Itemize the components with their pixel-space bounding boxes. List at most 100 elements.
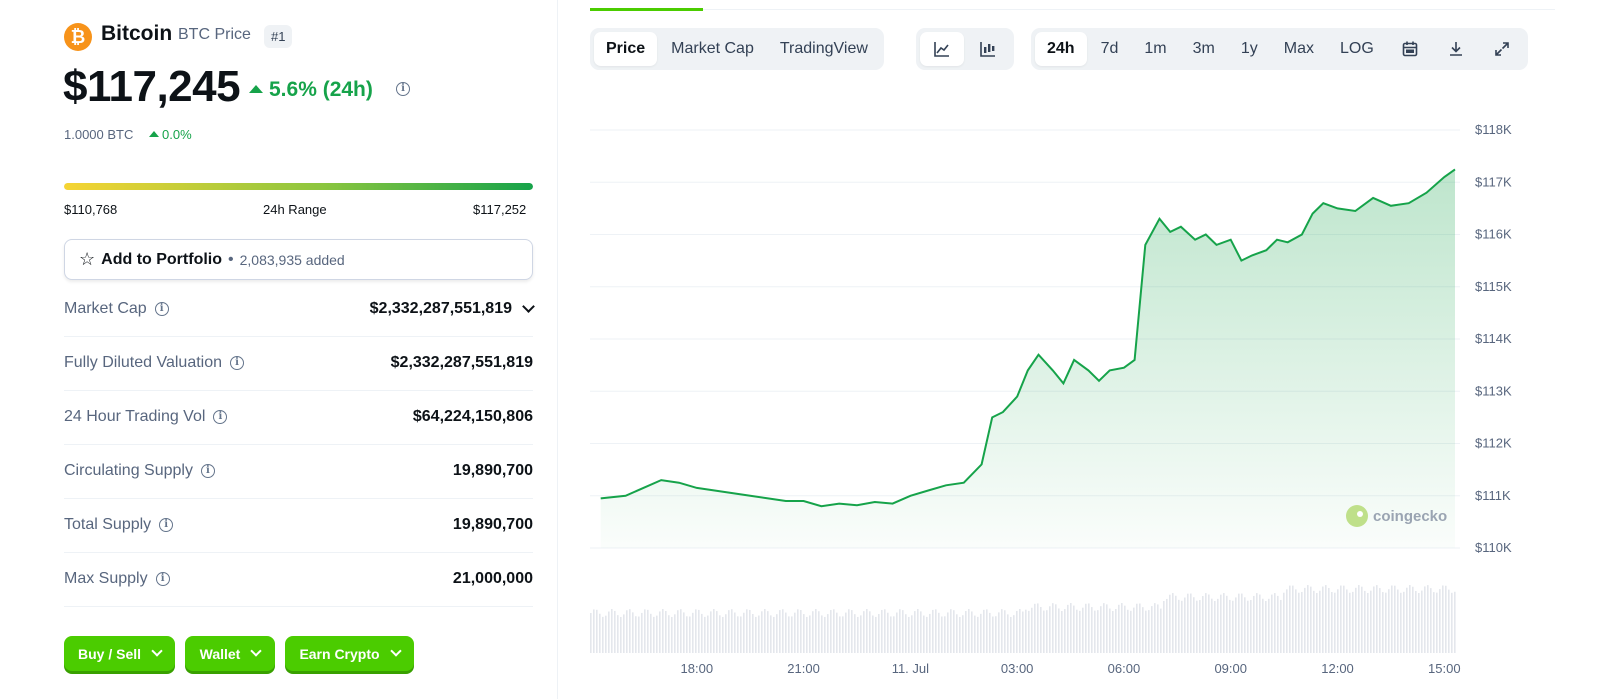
volume-bar: [1271, 594, 1273, 653]
chevron-down-icon[interactable]: [522, 299, 535, 313]
btc-up-arrow-icon: [149, 131, 159, 137]
earn-crypto-button[interactable]: Earn Crypto: [285, 636, 414, 671]
volume-bar: [962, 615, 964, 653]
volume-bar: [1211, 598, 1213, 653]
tab-tradingview[interactable]: TradingView: [779, 40, 868, 57]
x-tick-label: 06:00: [1108, 661, 1141, 676]
volume-bar: [1439, 589, 1441, 653]
volume-bar: [1241, 593, 1243, 653]
portfolio-count: 2,083,935 added: [239, 251, 345, 268]
volume-bar: [767, 611, 769, 653]
volume-bar: [1025, 609, 1027, 653]
info-icon[interactable]: i: [213, 410, 228, 424]
line-chart-icon: [934, 42, 949, 57]
volume-bar: [821, 615, 823, 653]
volume-bar: [1283, 592, 1285, 653]
volume-bar: [1445, 585, 1447, 653]
btc-amount: 1.0000 BTC: [64, 127, 134, 142]
candlestick-button[interactable]: [966, 32, 1010, 66]
tab-price[interactable]: Price: [594, 32, 658, 66]
volume-bar: [920, 611, 922, 653]
volume-bar: [1358, 585, 1360, 653]
info-icon[interactable]: i: [200, 464, 215, 478]
volume-bar: [764, 609, 766, 653]
volume-bar: [1067, 604, 1069, 653]
range-max-button[interactable]: Max: [1283, 40, 1314, 57]
info-icon[interactable]: i: [155, 572, 170, 586]
info-icon[interactable]: i: [159, 518, 174, 532]
info-icon[interactable]: i: [230, 356, 245, 370]
stat-label: Total Supply i: [64, 516, 174, 534]
volume-bar: [698, 609, 700, 653]
volume-bar: [884, 609, 886, 653]
volume-bar: [785, 612, 787, 653]
volume-bar: [734, 612, 736, 653]
buy-sell-button[interactable]: Buy / Sell: [64, 636, 175, 671]
price-chart[interactable]: $118K $117K $116K $115K $114K $113K $112K $111K…: [590, 100, 1550, 690]
volume-bar: [818, 611, 820, 653]
y-tick-label: $115K: [1475, 279, 1512, 294]
volume-bar: [1334, 592, 1336, 653]
volume-bar: [848, 609, 850, 653]
info-icon[interactable]: i: [154, 302, 169, 316]
volume-bar: [944, 616, 946, 653]
volume-bar: [941, 616, 943, 653]
volume-bar: [770, 615, 772, 653]
wallet-button[interactable]: Wallet: [185, 636, 275, 671]
fullscreen-button[interactable]: [1480, 32, 1524, 66]
y-tick-label: $117K: [1475, 174, 1512, 189]
range-24h-button[interactable]: 24h: [1035, 32, 1087, 66]
volume-bar: [860, 615, 862, 653]
volume-bar: [638, 616, 640, 653]
volume-bar: [1220, 594, 1222, 653]
volume-bar: [614, 610, 616, 653]
volume-bar: [1448, 589, 1450, 653]
x-tick-label: 09:00: [1214, 661, 1247, 676]
volume-bar: [815, 609, 817, 653]
volume-bar: [1310, 586, 1312, 653]
watermark-text: coingecko: [1373, 508, 1447, 525]
range-1y-button[interactable]: 1y: [1240, 40, 1258, 57]
tab-divider: [590, 9, 1555, 10]
stat-value: 19,890,700: [452, 516, 533, 533]
range-1m-button[interactable]: 1m: [1144, 40, 1167, 57]
volume-bar: [1214, 600, 1216, 653]
volume-bar: [992, 616, 994, 653]
x-tick-label: 15:00: [1428, 661, 1461, 676]
volume-bar: [908, 616, 910, 653]
volume-bar: [1367, 592, 1369, 653]
volume-bar: [872, 615, 874, 653]
log-scale-button[interactable]: LOG: [1339, 40, 1374, 57]
range-7d-button[interactable]: 7d: [1100, 40, 1119, 57]
volume-bar: [1037, 603, 1039, 653]
stat-label: Market Cap i: [64, 300, 169, 318]
calendar-button[interactable]: [1388, 32, 1432, 66]
range-3m-button[interactable]: 3m: [1192, 40, 1215, 57]
volume-bar: [1055, 604, 1057, 653]
tab-market-cap[interactable]: Market Cap: [671, 40, 754, 57]
volume-bar: [1121, 603, 1123, 653]
volume-bar: [953, 610, 955, 653]
volume-bar: [923, 615, 925, 653]
volume-bar: [650, 613, 652, 653]
coin-summary-panel: ₿ Bitcoin BTC Price #1 $117,245 5.6% (24…: [0, 0, 558, 699]
volume-bar: [1256, 593, 1258, 653]
rank-badge: #1: [264, 25, 293, 48]
volume-bar: [1151, 606, 1153, 653]
volume-bar: [845, 612, 847, 653]
volume-bar: [1364, 590, 1366, 653]
stat-row[interactable]: Market Cap i $2,332,287,551,819: [64, 282, 535, 337]
volume-bar: [1412, 586, 1414, 653]
volume-bar: [1406, 587, 1408, 653]
volume-bar: [692, 612, 694, 653]
volume-bar: [1238, 593, 1240, 653]
line-chart-button[interactable]: [920, 32, 964, 66]
info-icon[interactable]: i: [396, 82, 410, 96]
volume-bar: [905, 614, 907, 653]
volume-bar: [701, 613, 703, 653]
volume-bar: [899, 609, 901, 653]
add-to-portfolio-button[interactable]: ☆ Add to Portfolio • 2,083,935 added: [64, 239, 533, 280]
x-axis-ticks: 18:00 21:00 11. Jul 03:00 06:00 09:00 12:00 15:…: [681, 661, 1461, 676]
download-button[interactable]: [1434, 32, 1478, 66]
volume-bar: [1043, 610, 1045, 653]
